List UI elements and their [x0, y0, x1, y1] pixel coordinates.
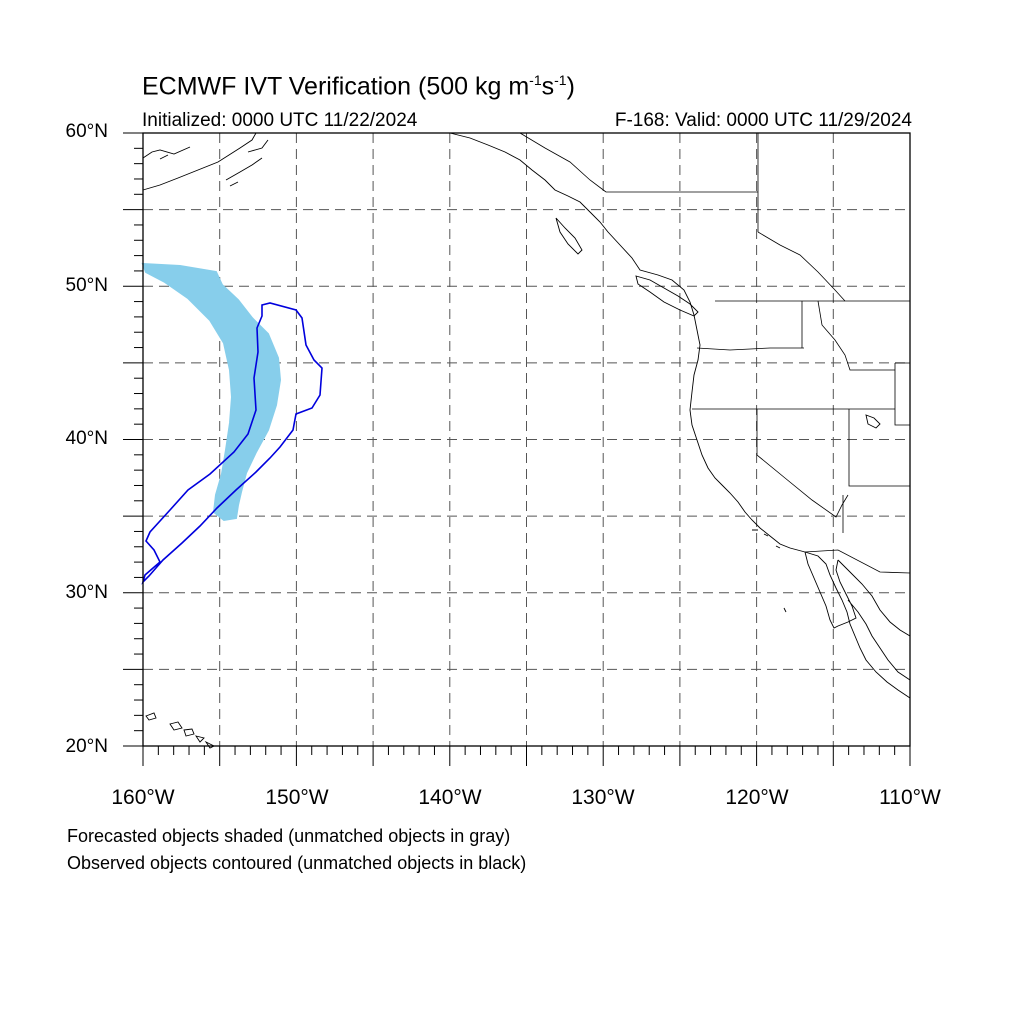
- lon-label-140w: 140°W: [418, 786, 482, 809]
- vancouver-island: [635, 275, 699, 317]
- footnote-observed: Observed objects contoured (unmatched ob…: [67, 853, 527, 873]
- lon-label-130w: 130°W: [571, 786, 635, 809]
- north-america-coastline: [449, 132, 911, 699]
- alaska-coastline: [142, 132, 269, 191]
- bc-alberta-border: [757, 231, 846, 302]
- footnote-forecast: Forecasted objects shaded (unmatched obj…: [67, 826, 511, 846]
- great-salt-lake: [865, 414, 881, 429]
- coastlines: [142, 132, 911, 749]
- mexico-coastline: [837, 559, 911, 637]
- observed-ivt-object: [141, 302, 323, 585]
- lat-label-40n: 40°N: [65, 428, 108, 449]
- haida-gwaii: [555, 217, 583, 255]
- chart-title: ECMWF IVT Verification (500 kg m-1s-1): [142, 72, 575, 101]
- axis-ticks: [123, 132, 911, 766]
- lat-label-30n: 30°N: [65, 582, 108, 603]
- channel-islands: [752, 529, 787, 613]
- baja-coastline: [804, 551, 911, 681]
- us-mexico-border: [804, 549, 911, 574]
- wa-or-border: [696, 347, 804, 351]
- valid-time: F-168: Valid: 0000 UTC 11/29/2024: [614, 110, 912, 131]
- wyoming-border: [894, 362, 910, 426]
- lat-label-60n: 60°N: [65, 121, 108, 142]
- lat-label-50n: 50°N: [65, 275, 108, 296]
- ca-nv-border: [756, 409, 849, 518]
- political-borders: [519, 132, 911, 574]
- lat-label-20n: 20°N: [65, 736, 108, 757]
- nv-utah-border: [848, 409, 910, 487]
- forecast-ivt-object: [141, 262, 282, 522]
- lon-label-120w: 120°W: [725, 786, 789, 809]
- idaho-montana-border: [817, 300, 895, 371]
- hawaii-islands: [145, 712, 216, 749]
- alaska-bc-border: [519, 132, 607, 193]
- initialized-time: Initialized: 0000 UTC 11/22/2024: [142, 110, 418, 131]
- lon-label-160w: 160°W: [111, 786, 175, 809]
- lon-label-110w: 110°W: [879, 786, 941, 809]
- lon-label-150w: 150°W: [265, 786, 329, 809]
